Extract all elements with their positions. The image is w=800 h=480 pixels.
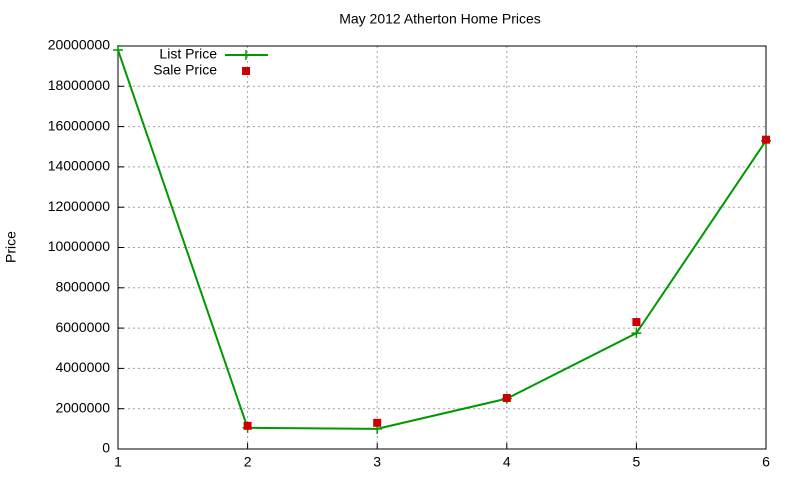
x-tick-label: 6 xyxy=(762,454,770,470)
plot-frame xyxy=(117,45,767,450)
legend-label: List Price xyxy=(159,46,217,62)
y-tick-label: 2000000 xyxy=(55,399,110,415)
y-tick-label: 0 xyxy=(102,440,110,456)
legend-label: Sale Price xyxy=(153,62,217,78)
legend-marker xyxy=(241,50,251,60)
y-tick-label: 14000000 xyxy=(48,158,111,174)
series-line xyxy=(117,49,767,430)
data-point xyxy=(632,318,641,327)
data-point xyxy=(631,328,642,339)
x-tick-label: 4 xyxy=(503,454,511,470)
y-axis-label: Price xyxy=(3,231,19,263)
x-tick-label: 3 xyxy=(373,454,381,470)
legend-marker xyxy=(242,67,250,75)
y-tick-label: 20000000 xyxy=(48,37,111,53)
chart-title: May 2012 Atherton Home Prices xyxy=(339,11,541,27)
y-tick-label: 6000000 xyxy=(55,319,110,335)
x-tick-label: 1 xyxy=(114,454,122,470)
y-tick-label: 16000000 xyxy=(48,117,111,133)
y-tick-label: 12000000 xyxy=(48,198,111,214)
y-tick-label: 18000000 xyxy=(48,77,111,93)
data-point xyxy=(502,394,511,403)
data-point xyxy=(373,418,382,427)
data-point xyxy=(113,45,123,56)
y-tick-label: 10000000 xyxy=(48,238,111,254)
y-tick-label: 8000000 xyxy=(55,279,110,295)
data-point xyxy=(762,135,770,144)
x-tick-label: 5 xyxy=(633,454,641,470)
data-point xyxy=(243,421,252,430)
y-tick-label: 4000000 xyxy=(55,359,110,375)
x-tick-label: 2 xyxy=(244,454,252,470)
